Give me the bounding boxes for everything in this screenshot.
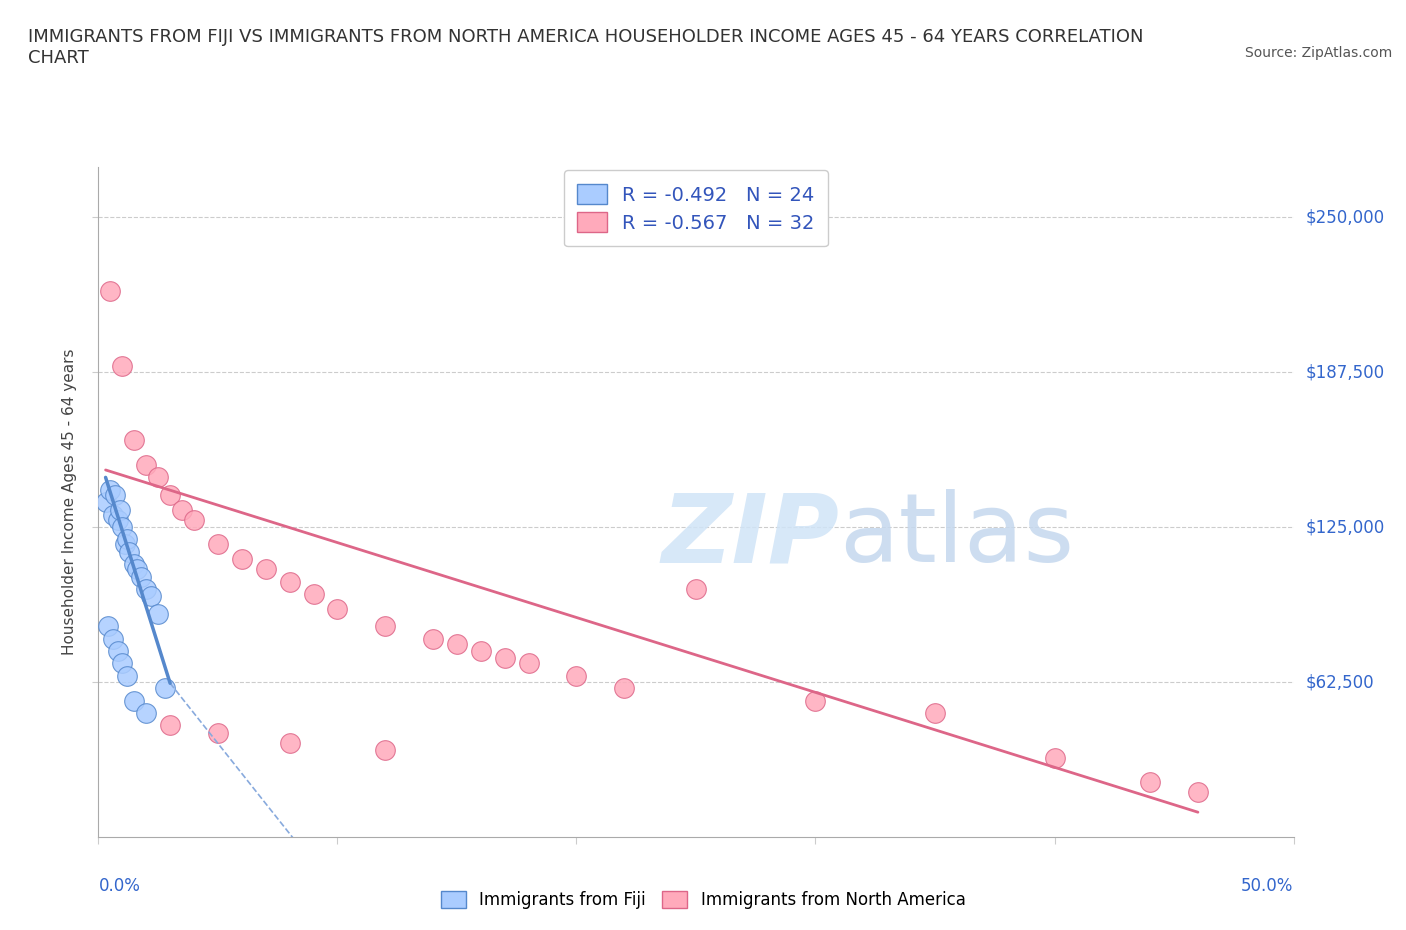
Text: ZIP: ZIP: [661, 489, 839, 582]
Text: 0.0%: 0.0%: [98, 877, 141, 896]
Point: [1043, 751, 1066, 765]
Point: [148, 470, 170, 485]
Point: [374, 618, 396, 633]
Point: [104, 487, 127, 502]
Point: [101, 631, 124, 646]
Point: [94, 495, 117, 510]
Text: IMMIGRANTS FROM FIJI VS IMMIGRANTS FROM NORTH AMERICA HOUSEHOLDER INCOME AGES 45: IMMIGRANTS FROM FIJI VS IMMIGRANTS FROM …: [28, 28, 1143, 67]
Point: [135, 706, 157, 721]
Point: [924, 706, 946, 721]
Point: [1187, 785, 1209, 800]
Point: [124, 432, 146, 447]
Legend: Immigrants from Fiji, Immigrants from North America: Immigrants from Fiji, Immigrants from No…: [432, 883, 974, 917]
Point: [159, 718, 181, 733]
Point: [278, 736, 301, 751]
Point: [139, 589, 162, 604]
Point: [1139, 775, 1161, 790]
Point: [207, 725, 229, 740]
Point: [124, 557, 146, 572]
Point: [111, 656, 134, 671]
Point: [107, 644, 129, 658]
Point: [326, 602, 349, 617]
Point: [107, 512, 129, 527]
Point: [231, 551, 253, 566]
Point: [183, 512, 205, 527]
Point: [254, 562, 277, 577]
Point: [125, 562, 148, 577]
Point: [111, 520, 134, 535]
Point: [517, 656, 540, 671]
Legend: R = -0.492   N = 24, R = -0.567   N = 32: R = -0.492 N = 24, R = -0.567 N = 32: [564, 170, 828, 246]
Point: [613, 681, 636, 696]
Point: [111, 358, 134, 373]
Point: [131, 569, 153, 584]
Text: atlas: atlas: [839, 489, 1074, 582]
Text: $125,000: $125,000: [1305, 518, 1385, 536]
Point: [114, 537, 136, 551]
Point: [494, 651, 516, 666]
Point: [804, 693, 827, 708]
Point: [446, 636, 468, 651]
Point: [115, 669, 138, 684]
Point: [124, 693, 146, 708]
Text: $62,500: $62,500: [1305, 673, 1374, 691]
Point: [207, 537, 229, 551]
Text: $250,000: $250,000: [1305, 208, 1385, 226]
Point: [148, 606, 170, 621]
Point: [108, 502, 131, 517]
Point: [278, 574, 301, 589]
Point: [155, 681, 177, 696]
Point: [101, 507, 124, 522]
Point: [470, 644, 492, 658]
Text: $187,500: $187,500: [1305, 363, 1385, 381]
Text: Source: ZipAtlas.com: Source: ZipAtlas.com: [1244, 46, 1392, 60]
Point: [98, 284, 122, 299]
Point: [118, 544, 141, 559]
Point: [135, 458, 157, 472]
Point: [565, 669, 588, 684]
Point: [374, 743, 396, 758]
Point: [302, 587, 325, 602]
Point: [685, 581, 707, 596]
Text: 50.0%: 50.0%: [1241, 877, 1294, 896]
Point: [172, 502, 194, 517]
Y-axis label: Householder Income Ages 45 - 64 years: Householder Income Ages 45 - 64 years: [62, 349, 77, 656]
Point: [115, 532, 138, 547]
Point: [135, 581, 157, 596]
Point: [159, 487, 181, 502]
Point: [97, 618, 120, 633]
Point: [98, 483, 122, 498]
Point: [422, 631, 444, 646]
